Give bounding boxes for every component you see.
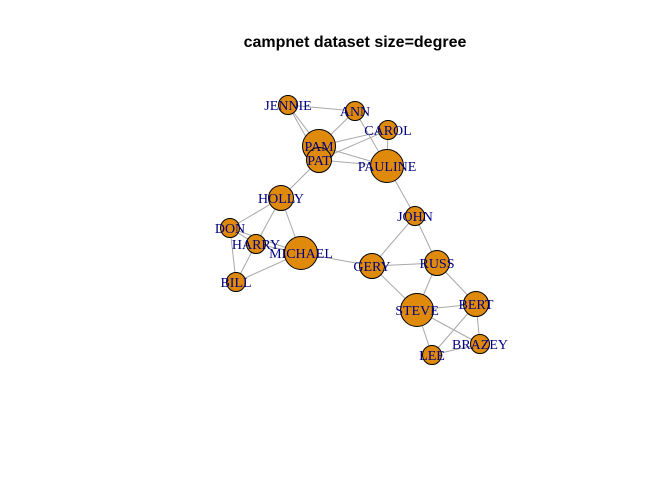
node-brazey xyxy=(470,334,490,354)
node-label-steve: STEVE xyxy=(395,304,439,319)
node-bert xyxy=(463,291,489,317)
node-label-brazey: BRAZEY xyxy=(452,338,508,353)
node-harry xyxy=(246,234,266,254)
node-label-pat: PAT xyxy=(307,154,331,169)
edge-jennie-ann xyxy=(287,104,356,112)
node-label-jennie: JENNIE xyxy=(264,99,311,114)
node-label-bert: BERT xyxy=(459,298,494,313)
node-pat xyxy=(306,147,332,173)
node-jennie xyxy=(278,95,298,115)
node-steve xyxy=(400,293,434,327)
node-label-pauline: PAULINE xyxy=(358,160,417,175)
node-label-bill: BILL xyxy=(220,276,251,291)
node-ann xyxy=(345,101,365,121)
node-john xyxy=(405,206,425,226)
node-label-john: JOHN xyxy=(397,210,433,225)
node-label-don: DON xyxy=(215,222,245,237)
node-lee xyxy=(422,345,442,365)
node-label-russ: RUSS xyxy=(419,257,454,272)
node-michael xyxy=(284,236,318,270)
node-label-holly: HOLLY xyxy=(258,192,304,207)
node-pauline xyxy=(370,149,404,183)
node-label-carol: CAROL xyxy=(364,124,411,139)
node-label-harry: HARRY xyxy=(232,238,280,253)
node-holly xyxy=(268,185,294,211)
edge-layer xyxy=(229,104,481,356)
node-label-gery: GERY xyxy=(353,260,390,275)
node-label-michael: MICHAEL xyxy=(269,247,333,262)
node-don xyxy=(220,218,240,238)
node-russ xyxy=(424,250,450,276)
node-carol xyxy=(378,120,398,140)
node-layer xyxy=(220,95,490,365)
node-label-pam: PAM xyxy=(304,140,334,155)
node-label-ann: ANN xyxy=(340,105,370,120)
node-gery xyxy=(359,253,385,279)
graph-title: campnet dataset size=degree xyxy=(244,34,467,51)
node-bill xyxy=(226,272,246,292)
node-label-lee: LEE xyxy=(419,349,445,364)
